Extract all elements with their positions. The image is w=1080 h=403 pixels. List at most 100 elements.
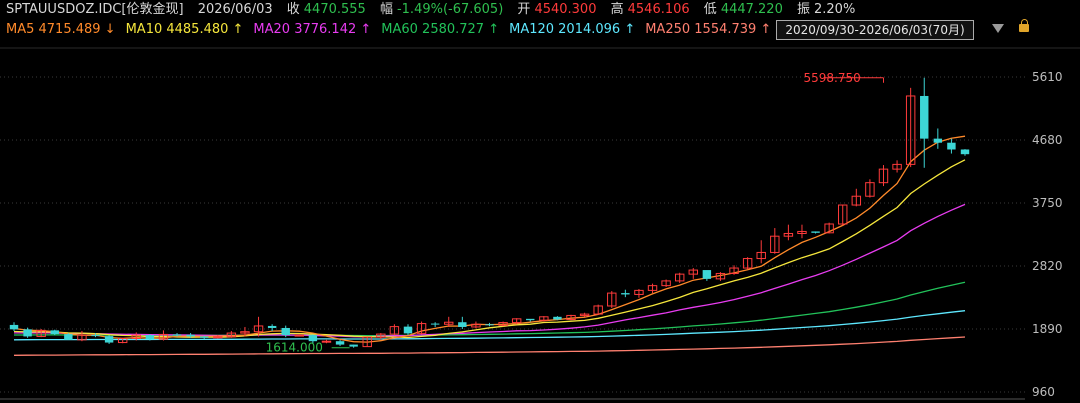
low-label: 低 <box>703 2 717 17</box>
y-tick-label: 960 <box>1032 385 1055 399</box>
candle-body <box>526 318 535 321</box>
candle-body <box>226 332 237 338</box>
candle-body <box>294 334 305 337</box>
ma-legend-item: MA5 4715.489 ↓ <box>6 22 116 37</box>
candle-body <box>621 293 630 295</box>
candle-body <box>783 232 794 237</box>
candle-body <box>865 182 875 197</box>
change-value: -1.49%(-67.605) <box>396 2 504 17</box>
candle-body <box>253 325 264 333</box>
candle-body <box>947 142 956 150</box>
candle-body <box>797 230 807 234</box>
candle-body <box>145 335 155 340</box>
candle-body <box>240 331 250 334</box>
candle-body <box>36 329 46 337</box>
candle-body <box>349 344 358 347</box>
ma-legend: MA5 4715.489 ↓ MA10 4485.480 ↑ MA20 3776.1… <box>6 22 781 38</box>
candle-body <box>770 235 780 253</box>
candle-body <box>23 329 32 337</box>
annotation-label: 5598.750 <box>803 71 860 85</box>
candle-body <box>308 335 318 342</box>
candle-body <box>335 341 345 345</box>
candle-body <box>756 251 766 260</box>
low-value: 4447.220 <box>720 2 783 17</box>
candle-body <box>878 168 889 184</box>
candle-body <box>186 334 195 337</box>
ma-legend-item: MA60 2580.727 ↑ <box>381 22 500 37</box>
candle-body <box>553 316 562 320</box>
candle-body <box>688 269 698 275</box>
candle-body <box>634 289 644 295</box>
amplitude-value: 2.20% <box>814 2 856 17</box>
ma-line <box>13 310 966 341</box>
ma-line <box>13 159 966 339</box>
candle-body <box>674 273 685 282</box>
candle-body <box>960 149 970 155</box>
close-value: 4470.555 <box>303 2 366 17</box>
candle-body <box>539 316 549 321</box>
candle-body <box>661 280 671 287</box>
ma-legend-item: MA120 2014.096 ↑ <box>509 22 636 37</box>
change-label: 幅 <box>379 2 393 17</box>
high-value: 4546.106 <box>627 2 690 17</box>
high-label: 高 <box>610 2 624 17</box>
candle-body <box>430 323 440 325</box>
candle-body <box>64 334 73 340</box>
y-tick-label: 2820 <box>1032 259 1063 273</box>
candle-body <box>389 326 400 335</box>
candle-body <box>838 204 848 225</box>
candle-body <box>824 223 834 234</box>
dropdown-triangle-icon[interactable] <box>992 24 1004 33</box>
candle-body <box>50 330 59 335</box>
candle-body <box>702 270 712 279</box>
ma-line <box>13 203 966 338</box>
candle-body <box>742 258 753 269</box>
quote-date: 2026/06/03 <box>197 2 273 17</box>
candle-body <box>498 322 508 326</box>
open-value: 4540.300 <box>534 2 597 17</box>
candle-body <box>811 231 820 233</box>
open-label: 开 <box>517 2 531 17</box>
ma-legend-item: MA20 3776.142 ↑ <box>253 22 372 37</box>
ma-legend-item: MA10 4485.480 ↑ <box>125 22 244 37</box>
candle-body <box>566 314 576 321</box>
y-tick-label: 3750 <box>1032 196 1063 210</box>
candle-body <box>647 285 658 291</box>
close-label: 收 <box>286 2 300 17</box>
candle-body <box>403 326 413 334</box>
ma-legend-item: MA250 1554.739 ↑ <box>645 22 772 37</box>
candle-body <box>593 305 603 315</box>
candle-body <box>199 336 209 338</box>
date-range-selector[interactable]: 2020/09/30-2026/06/03(70月) <box>776 20 974 40</box>
candle-body <box>485 324 494 326</box>
candle-body <box>281 327 290 336</box>
candle-body <box>321 340 332 343</box>
lock-icon[interactable] <box>1019 19 1029 32</box>
candle-body <box>933 138 943 143</box>
candle-body <box>444 321 454 325</box>
candle-body <box>471 323 481 328</box>
candle-body <box>213 336 223 339</box>
candle-body <box>172 334 182 336</box>
candle-body <box>9 324 19 330</box>
candle-body <box>715 272 726 280</box>
candle-body <box>158 333 169 340</box>
candle-body <box>458 322 467 327</box>
candle-body <box>376 333 386 338</box>
candle-body <box>91 335 100 337</box>
candle-body <box>267 325 277 328</box>
annotation-label: 1614.000 <box>266 341 323 355</box>
candle-body <box>892 163 902 170</box>
candle-body <box>579 313 590 316</box>
candle-body <box>416 323 427 334</box>
candle-body <box>607 292 617 307</box>
y-tick-label: 4680 <box>1032 133 1063 147</box>
candle-body <box>511 318 522 324</box>
candle-body <box>131 334 141 339</box>
symbol-name: SPTAUUSDOZ.IDC[伦敦金现] <box>6 2 184 17</box>
candle-body <box>117 337 128 344</box>
y-tick-label: 1890 <box>1032 322 1063 336</box>
candle-body <box>905 95 916 165</box>
ma-line <box>13 336 966 356</box>
